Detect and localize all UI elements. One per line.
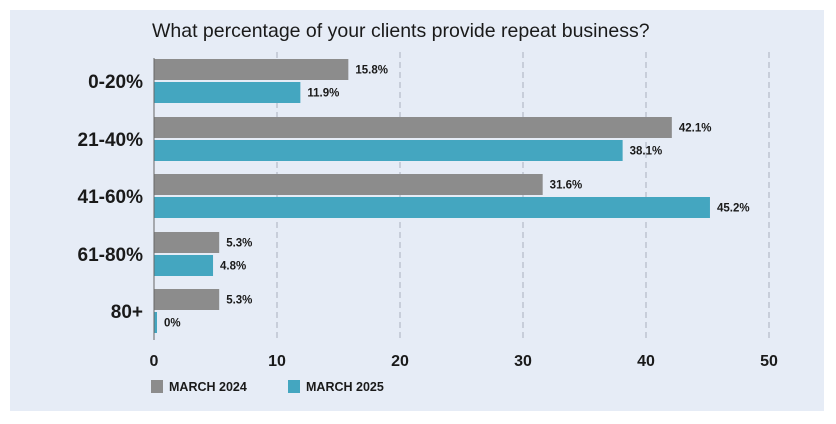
- x-tick-label: 20: [391, 353, 409, 370]
- value-label: 11.9%: [307, 88, 339, 100]
- bar-2025-1: [154, 140, 623, 161]
- value-label: 4.8%: [220, 261, 246, 273]
- category-label: 0-20%: [88, 72, 143, 93]
- chart-title: What percentage of your clients provide …: [152, 20, 650, 42]
- bar-2025-3: [154, 255, 214, 276]
- bars: 15.8% 11.9% 42.1% 38.1% 31.6% 45.2% 5.3% 4.8% 5.…: [154, 59, 750, 333]
- chart-panel: What percentage of your clients provide …: [10, 10, 824, 411]
- value-label: 42.1%: [679, 123, 712, 135]
- value-label: 38.1%: [630, 146, 663, 158]
- gridlines: [276, 52, 770, 340]
- bar-chart: What percentage of your clients provide …: [78, 20, 779, 394]
- x-tick-label: 50: [760, 353, 778, 370]
- legend-swatch-2025: [288, 380, 300, 393]
- legend-label: MARCH 2025: [306, 380, 384, 394]
- x-tick-label: 0: [150, 353, 159, 370]
- value-label: 45.2%: [717, 203, 750, 215]
- x-tick-label: 30: [514, 353, 532, 370]
- category-label: 61-80%: [78, 245, 144, 266]
- category-label: 41-60%: [78, 187, 144, 208]
- legend: MARCH 2024 MARCH 2025: [151, 380, 384, 394]
- value-label: 5.3%: [226, 238, 252, 250]
- bar-2024-1: [154, 117, 672, 138]
- x-axis: 0 10 20 30 40 50: [150, 58, 778, 370]
- bar-2024-2: [154, 174, 543, 195]
- bar-2024-3: [154, 232, 220, 253]
- bar-2025-4: [154, 312, 157, 333]
- bar-2025-0: [154, 82, 301, 103]
- category-label: 21-40%: [78, 130, 144, 151]
- x-tick-label: 10: [268, 353, 286, 370]
- bar-2025-2: [154, 197, 710, 218]
- value-label: 5.3%: [226, 295, 252, 307]
- value-label: 31.6%: [550, 180, 583, 192]
- value-label: 15.8%: [355, 65, 388, 77]
- bar-2024-0: [154, 59, 349, 80]
- x-tick-label: 40: [637, 353, 655, 370]
- bar-2024-4: [154, 289, 220, 310]
- value-label: 0%: [164, 318, 181, 330]
- legend-swatch-2024: [151, 380, 163, 393]
- category-labels: 0-20% 21-40% 41-60% 61-80% 80+: [78, 72, 144, 323]
- category-label: 80+: [111, 302, 143, 323]
- legend-label: MARCH 2024: [169, 380, 247, 394]
